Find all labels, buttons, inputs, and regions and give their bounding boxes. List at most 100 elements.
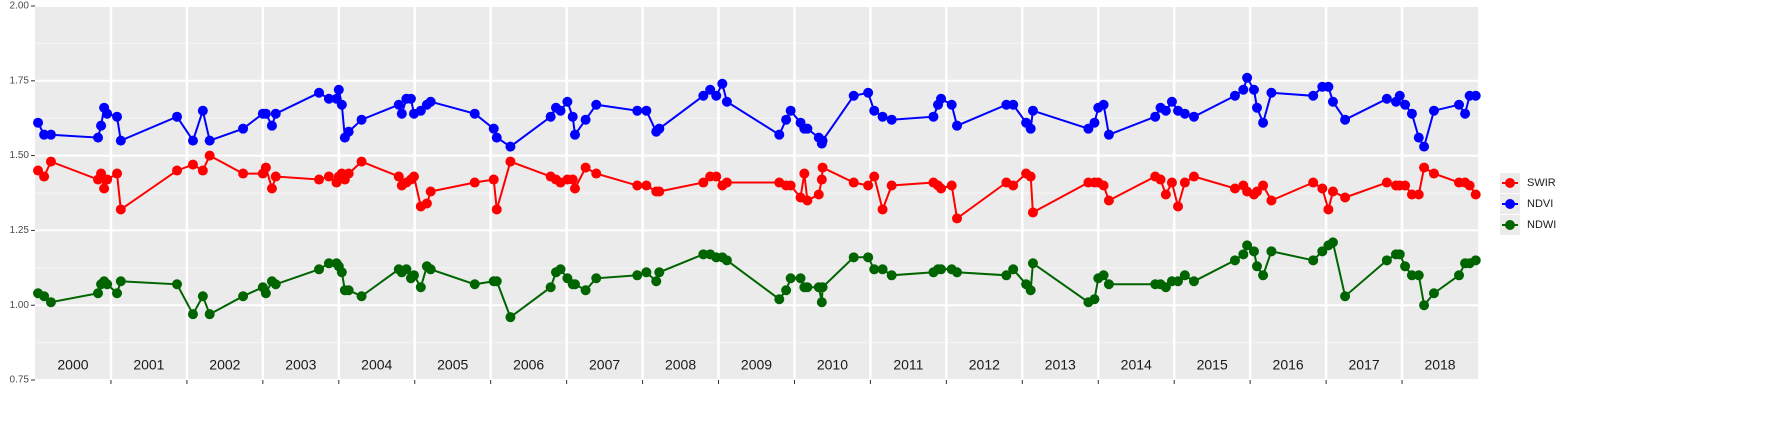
- data-point: [1027, 105, 1038, 116]
- data-point: [491, 276, 502, 287]
- data-point: [204, 150, 215, 161]
- data-point: [469, 108, 480, 119]
- data-point: [1229, 183, 1240, 194]
- data-point: [1160, 189, 1171, 200]
- data-point: [1308, 90, 1319, 101]
- y-tick-label: 1.50: [10, 150, 30, 161]
- data-point: [323, 258, 334, 269]
- data-point: [848, 252, 859, 263]
- data-point: [863, 180, 874, 191]
- data-point: [1406, 270, 1417, 281]
- data-point: [1229, 90, 1240, 101]
- data-point: [1340, 291, 1351, 302]
- data-point: [96, 120, 107, 131]
- data-point: [393, 99, 404, 110]
- data-point: [1103, 129, 1114, 140]
- data-point: [1381, 177, 1392, 188]
- data-point: [1008, 99, 1019, 110]
- data-point: [1327, 96, 1338, 107]
- data-point: [877, 111, 888, 122]
- data-point: [238, 123, 249, 134]
- data-point: [698, 90, 709, 101]
- data-point: [1008, 180, 1019, 191]
- data-point: [785, 273, 796, 284]
- data-point: [270, 171, 281, 182]
- x-tick-label: 2002: [209, 357, 240, 373]
- data-point: [795, 273, 806, 284]
- data-point: [336, 267, 347, 278]
- data-point: [112, 288, 123, 299]
- data-point: [1166, 96, 1177, 107]
- data-point: [632, 180, 643, 191]
- data-point: [591, 99, 602, 110]
- data-point: [260, 162, 271, 173]
- data-point: [45, 156, 56, 167]
- data-point: [641, 267, 652, 278]
- data-point: [721, 96, 732, 107]
- data-point: [505, 312, 516, 323]
- data-point: [93, 132, 104, 143]
- data-point: [1470, 255, 1481, 266]
- data-point: [425, 186, 436, 197]
- data-point: [491, 132, 502, 143]
- data-point: [102, 279, 113, 290]
- data-point: [197, 165, 208, 176]
- data-point: [396, 108, 407, 119]
- data-point: [545, 282, 556, 293]
- data-point: [569, 279, 580, 290]
- data-point: [641, 180, 652, 191]
- data-point: [886, 270, 897, 281]
- data-point: [1413, 189, 1424, 200]
- data-point: [93, 288, 104, 299]
- data-point: [1150, 111, 1161, 122]
- data-point: [952, 213, 963, 224]
- data-point: [848, 177, 859, 188]
- data-point: [1025, 171, 1036, 182]
- legend-point: [1505, 178, 1515, 188]
- data-point: [936, 264, 947, 275]
- data-point: [721, 177, 732, 188]
- data-point: [488, 174, 499, 185]
- x-tick-label: 2018: [1424, 357, 1455, 373]
- data-point: [774, 129, 785, 140]
- legend-label: NDVI: [1527, 198, 1553, 210]
- data-point: [711, 171, 722, 182]
- data-point: [591, 273, 602, 284]
- x-tick-label: 2015: [1197, 357, 1228, 373]
- data-point: [785, 105, 796, 116]
- x-tick-label: 2011: [893, 357, 923, 373]
- data-point: [936, 93, 947, 104]
- data-point: [314, 264, 325, 275]
- data-point: [469, 279, 480, 290]
- data-point: [421, 198, 432, 209]
- data-point: [1188, 171, 1199, 182]
- data-point: [270, 108, 281, 119]
- data-point: [1394, 90, 1405, 101]
- legend-point: [1505, 199, 1515, 209]
- x-tick-label: 2012: [969, 357, 1000, 373]
- data-point: [1001, 99, 1012, 110]
- data-point: [1428, 105, 1439, 116]
- x-tick-label: 2001: [133, 357, 164, 373]
- data-point: [711, 90, 722, 101]
- data-point: [1413, 270, 1424, 281]
- data-point: [1025, 123, 1036, 134]
- x-tick-label: 2008: [665, 357, 696, 373]
- x-tick-label: 2006: [513, 357, 544, 373]
- data-point: [799, 168, 810, 179]
- data-point: [1098, 180, 1109, 191]
- data-point: [816, 174, 827, 185]
- data-point: [1179, 270, 1190, 281]
- data-point: [886, 180, 897, 191]
- data-point: [1188, 111, 1199, 122]
- data-point: [1381, 255, 1392, 266]
- data-point: [469, 177, 480, 188]
- data-point: [266, 120, 277, 131]
- data-point: [1242, 72, 1253, 83]
- data-point: [863, 87, 874, 98]
- data-point: [1428, 288, 1439, 299]
- data-point: [1238, 84, 1249, 95]
- data-point: [39, 291, 50, 302]
- data-point: [314, 87, 325, 98]
